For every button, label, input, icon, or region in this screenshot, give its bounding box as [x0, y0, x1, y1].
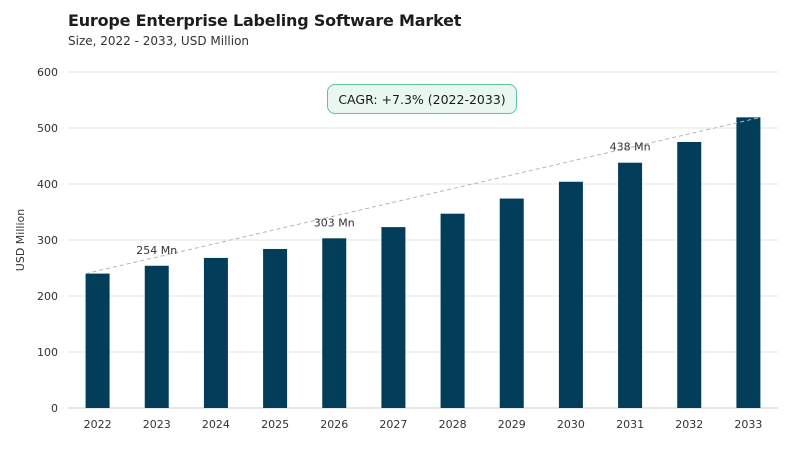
chart-title: Europe Enterprise Labeling Software Mark… — [68, 11, 462, 30]
x-tick-label: 2029 — [498, 418, 526, 431]
y-tick-label: 200 — [37, 290, 58, 303]
y-axis-label: USD Million — [14, 209, 27, 271]
bar — [263, 248, 288, 408]
bar — [677, 142, 702, 408]
data-label: 303 Mn — [314, 216, 355, 229]
y-tick-label: 600 — [37, 66, 58, 79]
x-tick-label: 2028 — [439, 418, 467, 431]
y-tick-label: 500 — [37, 122, 58, 135]
data-label: 254 Mn — [136, 244, 177, 257]
x-tick-label: 2033 — [734, 418, 762, 431]
x-tick-label: 2026 — [320, 418, 348, 431]
bar — [618, 162, 643, 408]
y-tick-label: 300 — [37, 234, 58, 247]
trend-line — [85, 116, 761, 275]
x-tick-label: 2025 — [261, 418, 289, 431]
bar — [144, 265, 169, 408]
x-tick-label: 2024 — [202, 418, 230, 431]
x-tick-label: 2032 — [675, 418, 703, 431]
cagr-badge: CAGR: +7.3% (2022-2033) — [327, 84, 517, 114]
bar — [440, 213, 465, 408]
chart-subtitle: Size, 2022 - 2033, USD Million — [68, 34, 250, 48]
x-tick-label: 2031 — [616, 418, 644, 431]
bar — [381, 227, 406, 408]
bar — [322, 238, 347, 408]
data-label: 438 Mn — [610, 141, 651, 154]
y-tick-label: 400 — [37, 178, 58, 191]
y-tick-label: 0 — [51, 402, 58, 415]
x-tick-label: 2022 — [84, 418, 112, 431]
bar — [736, 117, 761, 409]
bar — [558, 181, 583, 408]
y-tick-label: 100 — [37, 346, 58, 359]
bar — [499, 198, 524, 408]
x-tick-label: 2023 — [143, 418, 171, 431]
x-tick-label: 2027 — [379, 418, 407, 431]
bar — [203, 257, 228, 408]
bar — [85, 273, 110, 408]
x-tick-label: 2030 — [557, 418, 585, 431]
